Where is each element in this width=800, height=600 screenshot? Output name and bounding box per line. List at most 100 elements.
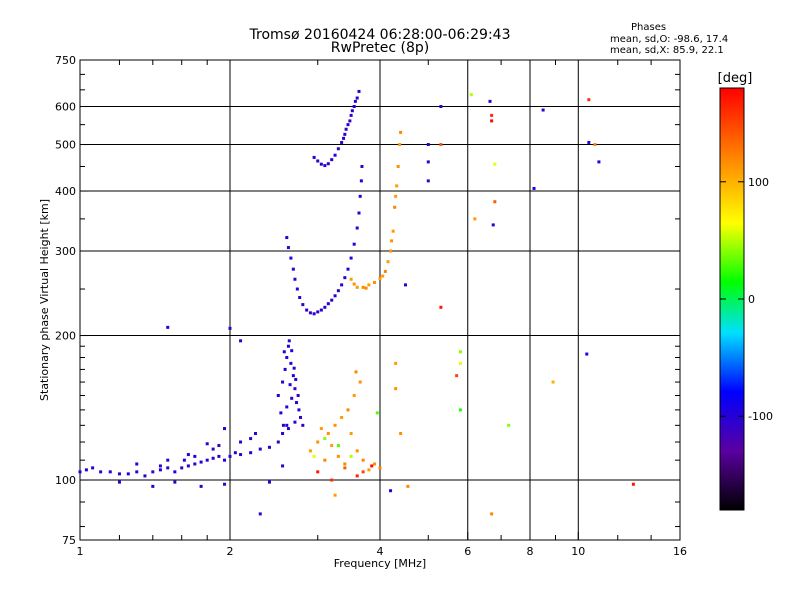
- data-point: [587, 98, 591, 102]
- data-point: [541, 108, 545, 112]
- data-point: [285, 236, 289, 240]
- data-point: [597, 160, 601, 164]
- data-point: [395, 184, 399, 188]
- data-point: [458, 408, 462, 412]
- data-point: [383, 269, 387, 273]
- data-point: [279, 411, 283, 415]
- y-tick-label: 750: [55, 54, 76, 67]
- data-point: [455, 374, 459, 378]
- data-point: [316, 310, 320, 314]
- data-point: [166, 466, 170, 470]
- data-point: [342, 136, 346, 140]
- data-point: [349, 113, 353, 117]
- data-point: [312, 155, 316, 159]
- plot-area: 1 2 4 6 8 10 16 75 100 200 300 400 500 600 750: [55, 54, 687, 558]
- data-point: [223, 482, 227, 486]
- data-point: [91, 466, 95, 470]
- data-point: [249, 451, 253, 455]
- data-point: [367, 283, 371, 287]
- data-point: [186, 464, 190, 468]
- data-point: [186, 453, 190, 457]
- data-point: [361, 458, 365, 462]
- data-point: [305, 308, 309, 312]
- data-point: [355, 226, 359, 230]
- data-point: [346, 267, 350, 271]
- data-point: [349, 432, 353, 436]
- data-point: [289, 256, 293, 260]
- data-point: [333, 294, 337, 298]
- data-point: [491, 223, 495, 227]
- data-point: [585, 352, 589, 356]
- data-point: [193, 462, 197, 466]
- data-point: [326, 302, 330, 306]
- phase-colorbar: [deg] 100 0 -100: [718, 71, 773, 511]
- data-point: [290, 349, 294, 353]
- data-point: [389, 249, 393, 253]
- data-point: [166, 458, 170, 462]
- data-point: [308, 449, 312, 453]
- data-point: [258, 512, 262, 516]
- data-point: [143, 474, 147, 478]
- data-point: [258, 447, 262, 451]
- data-point: [294, 377, 298, 381]
- data-point: [394, 194, 398, 198]
- data-point: [228, 326, 232, 330]
- data-point: [355, 96, 359, 100]
- data-point: [360, 164, 364, 168]
- data-point: [350, 109, 354, 113]
- data-point: [336, 444, 340, 448]
- data-point: [126, 472, 130, 476]
- x-tick-label: 8: [527, 545, 534, 558]
- data-point: [340, 283, 344, 287]
- data-point: [301, 303, 305, 307]
- y-tick-label: 100: [55, 474, 76, 487]
- data-point: [326, 162, 330, 166]
- data-point: [349, 256, 353, 260]
- data-point: [355, 285, 359, 289]
- data-point: [333, 493, 337, 497]
- data-point: [458, 350, 462, 354]
- data-point: [333, 153, 337, 157]
- data-point: [283, 367, 287, 371]
- data-point: [378, 276, 382, 280]
- data-point: [312, 454, 316, 458]
- data-point: [439, 305, 443, 309]
- data-point: [173, 480, 177, 484]
- x-tick-label: 6: [464, 545, 471, 558]
- data-point: [228, 454, 232, 458]
- data-point: [173, 470, 177, 474]
- x-tick-label: 10: [571, 545, 585, 558]
- chart-subtitle: RwPretec (8p): [330, 40, 430, 56]
- data-point: [343, 132, 347, 136]
- data-point: [343, 466, 347, 470]
- data-point: [330, 298, 334, 302]
- chart-title: Tromsø 20160424 06:28:00-06:29:43: [249, 27, 511, 43]
- data-point: [399, 432, 403, 436]
- data-point: [281, 464, 285, 468]
- data-point: [295, 287, 299, 291]
- data-point: [373, 462, 377, 466]
- data-point: [469, 93, 473, 97]
- data-point: [490, 119, 494, 123]
- data-point: [355, 449, 359, 453]
- data-point: [217, 454, 221, 458]
- data-point: [358, 194, 362, 198]
- data-point: [296, 394, 300, 398]
- data-point: [330, 158, 334, 162]
- colorbar-tick-label: 0: [748, 293, 755, 306]
- data-point: [364, 286, 368, 290]
- data-point: [281, 380, 285, 384]
- data-point: [135, 462, 139, 466]
- data-point: [158, 468, 162, 472]
- data-point: [390, 239, 394, 243]
- data-point: [406, 484, 410, 488]
- data-point: [323, 164, 327, 168]
- data-point: [386, 260, 390, 264]
- data-point: [439, 105, 443, 109]
- data-point: [593, 143, 597, 147]
- data-point: [285, 423, 289, 427]
- data-point: [319, 162, 323, 166]
- data-point: [349, 277, 353, 281]
- data-point: [330, 478, 334, 482]
